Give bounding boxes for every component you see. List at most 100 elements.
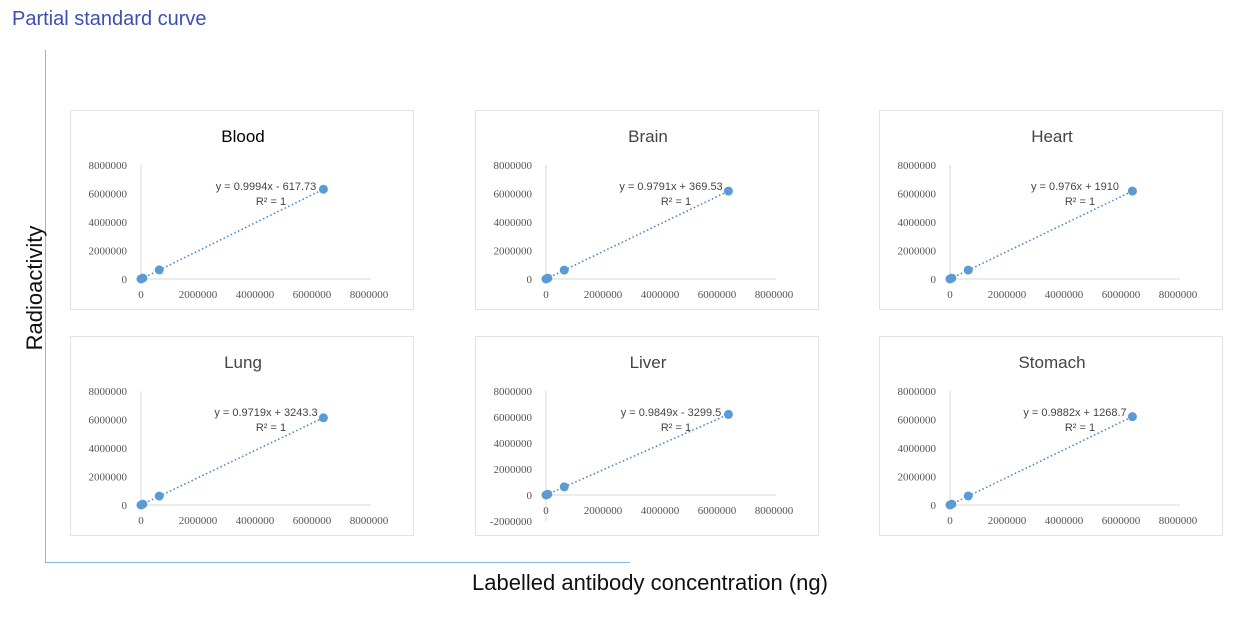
data-point	[1127, 412, 1137, 422]
y-tick-label: 0	[931, 500, 937, 512]
chart-title: Brain	[628, 127, 668, 146]
trendline	[949, 190, 1133, 280]
r-squared-label: R² = 1	[1065, 196, 1095, 208]
x-tick-label: 8000000	[755, 289, 794, 301]
trendline	[949, 415, 1133, 506]
trendline-equation: y = 0.9882x + 1268.7	[1023, 407, 1126, 419]
trendline	[545, 413, 729, 496]
x-tick-label: 6000000	[293, 515, 332, 527]
x-tick-label: 8000000	[1159, 515, 1198, 527]
y-tick-label: 0	[931, 274, 937, 286]
y-tick-label: -2000000	[490, 516, 533, 528]
y-tick-label: 8000000	[494, 386, 533, 398]
chart-liver: Liver -2000000 0 2000000 4000000 6000000 80000…	[475, 336, 819, 536]
y-tick-label: 2000000	[89, 472, 128, 484]
y-tick-label: 0	[122, 274, 128, 286]
x-tick-label: 4000000	[641, 505, 680, 517]
chart-title: Stomach	[1018, 353, 1085, 372]
page-title: Partial standard curve	[12, 8, 207, 30]
data-point	[947, 499, 957, 509]
x-tick-label: 2000000	[988, 515, 1027, 527]
data-point	[1127, 186, 1137, 196]
x-tick-label: 0	[543, 505, 549, 517]
data-point	[318, 413, 328, 423]
y-tick-label: 6000000	[89, 415, 128, 427]
y-axis-label: Radioactivity	[22, 225, 47, 351]
x-tick-label: 4000000	[236, 515, 275, 527]
x-tick-label: 0	[138, 289, 144, 301]
data-point	[559, 482, 569, 492]
r-squared-label: R² = 1	[256, 422, 286, 434]
data-point	[559, 265, 569, 275]
y-tick-label: 6000000	[898, 415, 937, 427]
x-tick-label: 2000000	[584, 289, 623, 301]
trendline-equation: y = 0.9994x - 617.73	[216, 181, 317, 193]
y-tick-label: 4000000	[494, 217, 533, 229]
y-tick-label: 6000000	[898, 189, 937, 201]
r-squared-label: R² = 1	[256, 196, 286, 208]
x-tick-label: 0	[947, 289, 953, 301]
chart-title: Blood	[221, 127, 264, 146]
y-tick-label: 8000000	[898, 160, 937, 172]
chart-title: Liver	[630, 353, 667, 372]
x-tick-label: 0	[947, 515, 953, 527]
x-tick-label: 0	[138, 515, 144, 527]
y-tick-label: 6000000	[494, 189, 533, 201]
x-tick-label: 4000000	[1045, 289, 1084, 301]
data-point	[318, 184, 328, 194]
x-tick-label: 2000000	[179, 515, 218, 527]
trendline	[545, 190, 729, 280]
x-tick-label: 4000000	[641, 289, 680, 301]
x-tick-label: 6000000	[1102, 289, 1141, 301]
y-tick-label: 0	[527, 490, 533, 502]
x-tick-label: 6000000	[293, 289, 332, 301]
r-squared-label: R² = 1	[661, 422, 691, 434]
chart-heart: Heart 0 2000000 4000000 6000000 8000000 0 20000…	[879, 110, 1223, 310]
y-tick-label: 8000000	[494, 160, 533, 172]
y-tick-label: 2000000	[898, 472, 937, 484]
x-tick-label: 6000000	[698, 289, 737, 301]
chart-blood: Blood 0 2000000 4000000 6000000 8000000 0 20000…	[70, 110, 414, 310]
trendline	[140, 188, 324, 280]
x-tick-label: 0	[543, 289, 549, 301]
y-tick-label: 0	[527, 274, 533, 286]
data-point	[963, 491, 973, 501]
chart-brain: Brain 0 2000000 4000000 6000000 8000000 0 20000…	[475, 110, 819, 310]
x-tick-label: 2000000	[179, 289, 218, 301]
x-tick-label: 8000000	[350, 289, 389, 301]
y-tick-label: 8000000	[898, 386, 937, 398]
data-point	[543, 489, 553, 499]
chart-title: Heart	[1031, 127, 1073, 146]
x-tick-label: 6000000	[698, 505, 737, 517]
data-point	[154, 265, 164, 275]
y-tick-label: 4000000	[898, 443, 937, 455]
y-tick-label: 4000000	[89, 443, 128, 455]
data-point	[543, 273, 553, 283]
trendline	[140, 417, 324, 506]
y-tick-label: 2000000	[89, 246, 128, 258]
data-point	[723, 409, 733, 419]
r-squared-label: R² = 1	[661, 196, 691, 208]
x-tick-label: 8000000	[1159, 289, 1198, 301]
y-tick-label: 0	[122, 500, 128, 512]
data-point	[154, 491, 164, 501]
x-tick-label: 8000000	[350, 515, 389, 527]
x-tick-label: 6000000	[1102, 515, 1141, 527]
y-tick-label: 6000000	[89, 189, 128, 201]
x-tick-label: 2000000	[988, 289, 1027, 301]
y-tick-label: 8000000	[89, 160, 128, 172]
trendline-equation: y = 0.9791x + 369.53	[619, 181, 722, 193]
y-axis-line	[45, 50, 46, 562]
trendline-equation: y = 0.976x + 1910	[1031, 181, 1119, 193]
y-tick-label: 2000000	[494, 464, 533, 476]
y-tick-label: 8000000	[89, 386, 128, 398]
x-axis-line	[45, 562, 630, 563]
r-squared-label: R² = 1	[1065, 422, 1095, 434]
chart-stomach: Stomach 0 2000000 4000000 6000000 8000000 0 200…	[879, 336, 1223, 536]
data-point	[723, 186, 733, 196]
y-tick-label: 6000000	[494, 412, 533, 424]
y-tick-label: 4000000	[494, 438, 533, 450]
data-point	[963, 265, 973, 275]
x-tick-label: 4000000	[236, 289, 275, 301]
x-tick-label: 4000000	[1045, 515, 1084, 527]
